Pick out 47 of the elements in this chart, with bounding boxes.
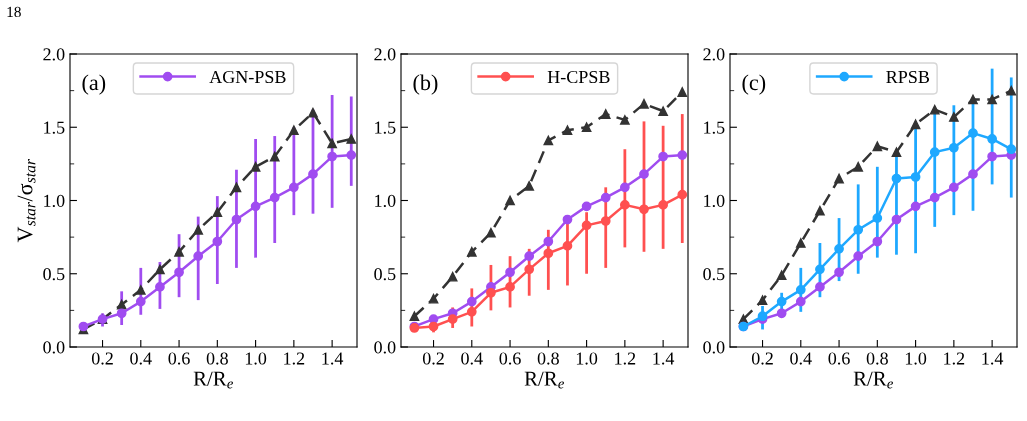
x-axis-title: R/R$_{e}$ bbox=[853, 371, 893, 389]
x-tick-label: 0.4 bbox=[461, 352, 483, 365]
y-tick-label: 0.0 bbox=[703, 341, 725, 354]
x-tick-label: 1.0 bbox=[245, 352, 267, 365]
y-tick-label: 0.5 bbox=[43, 268, 65, 281]
x-tick-label: 0.6 bbox=[499, 352, 521, 365]
y-tick-label: 0.5 bbox=[374, 268, 396, 281]
legend-label: RPSB bbox=[886, 70, 930, 84]
y-tick-label: 2.0 bbox=[374, 48, 396, 61]
x-tick-label: 0.4 bbox=[790, 352, 812, 365]
annotation: (b) bbox=[413, 74, 438, 95]
annotation: (a) bbox=[82, 74, 106, 95]
legend-label: AGN-PSB bbox=[209, 70, 286, 84]
x-tick-label: 1.0 bbox=[576, 352, 598, 365]
x-tick-label: 1.2 bbox=[615, 352, 636, 365]
y-tick-label: 1.0 bbox=[375, 194, 396, 208]
y-axis-title: V$_{star}$/σ$_{star}$ bbox=[17, 158, 36, 243]
y-tick-label: 1.5 bbox=[44, 121, 65, 134]
x-tick-label: 1.4 bbox=[982, 352, 1004, 365]
x-tick-label: 0.2 bbox=[91, 352, 113, 365]
y-tick-label: 2.0 bbox=[703, 48, 725, 61]
x-tick-label: 0.4 bbox=[130, 352, 152, 365]
y-tick-label: 2.0 bbox=[43, 48, 65, 61]
x-tick-label: 0.2 bbox=[751, 352, 773, 365]
y-tick-label: 1.5 bbox=[704, 121, 725, 134]
y-tick-label: 0.0 bbox=[374, 341, 396, 354]
x-tick-label: 0.2 bbox=[422, 352, 444, 365]
x-axis-title: R/R$_{e}$ bbox=[524, 371, 564, 389]
x-tick-label: 0.6 bbox=[828, 352, 850, 365]
x-tick-label: 0.8 bbox=[206, 352, 228, 365]
x-tick-label: 1.2 bbox=[284, 352, 305, 365]
x-tick-label: 1.4 bbox=[653, 352, 675, 365]
text: 18 bbox=[7, 6, 21, 18]
y-tick-label: 1.5 bbox=[375, 121, 396, 134]
x-tick-label: 0.8 bbox=[866, 352, 888, 365]
x-tick-label: 1.4 bbox=[322, 352, 344, 365]
x-tick-label: 1.2 bbox=[944, 352, 965, 365]
y-tick-label: 1.0 bbox=[704, 194, 725, 208]
x-axis-title: R/R$_{e}$ bbox=[193, 371, 233, 389]
annotation: (c) bbox=[742, 74, 766, 95]
x-tick-label: 1.0 bbox=[905, 352, 927, 365]
legend-label: H-CPSB bbox=[547, 70, 610, 84]
x-tick-label: 0.8 bbox=[537, 352, 559, 365]
y-tick-label: 0.5 bbox=[703, 268, 725, 281]
x-tick-label: 0.6 bbox=[168, 352, 190, 365]
y-tick-label: 1.0 bbox=[44, 194, 65, 208]
y-tick-label: 0.0 bbox=[43, 341, 65, 354]
